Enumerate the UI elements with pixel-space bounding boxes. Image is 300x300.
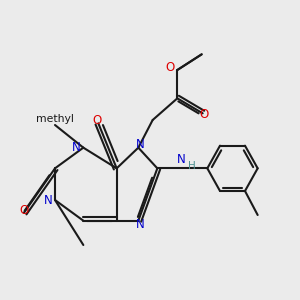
Text: O: O [92,114,101,127]
Text: N: N [136,138,144,151]
Text: H: H [188,161,196,171]
Text: O: O [20,205,28,218]
Text: N: N [136,218,144,230]
Text: O: O [200,109,209,122]
Text: N: N [72,141,81,154]
Text: N: N [44,194,53,206]
Text: O: O [165,61,175,74]
Text: methyl: methyl [36,114,74,124]
Text: N: N [177,153,185,166]
